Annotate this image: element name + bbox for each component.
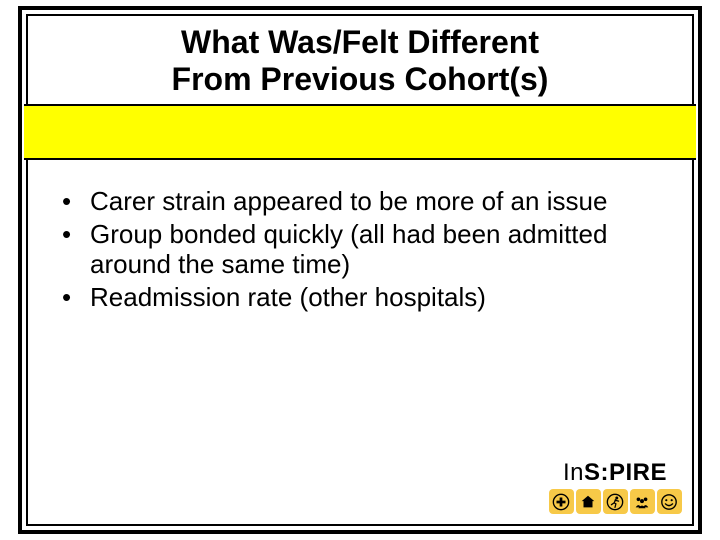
logo-text: InS:PIRE <box>546 459 684 489</box>
highlight-band <box>24 104 696 160</box>
list-item: Group bonded quickly (all had been admit… <box>62 219 662 280</box>
smiley-face-icon <box>657 489 682 514</box>
medical-cross-icon <box>549 489 574 514</box>
outer-frame: What Was/Felt Different From Previous Co… <box>18 6 702 534</box>
bullet-list: Carer strain appeared to be more of an i… <box>62 186 662 315</box>
list-item: Carer strain appeared to be more of an i… <box>62 186 662 217</box>
title-line-2: From Previous Cohort(s) <box>172 61 549 97</box>
logo-icon-row <box>546 489 684 514</box>
inner-frame: What Was/Felt Different From Previous Co… <box>26 14 694 526</box>
home-icon <box>576 489 601 514</box>
logo-prefix: In <box>563 459 584 486</box>
bullet-text: Carer strain appeared to be more of an i… <box>90 186 607 216</box>
list-item: Readmission rate (other hospitals) <box>62 282 662 313</box>
logo: InS:PIRE <box>546 459 684 514</box>
slide-title: What Was/Felt Different From Previous Co… <box>28 16 692 102</box>
bullet-text: Group bonded quickly (all had been admit… <box>90 219 607 280</box>
people-group-icon <box>630 489 655 514</box>
running-person-icon <box>603 489 628 514</box>
logo-suffix: S:PIRE <box>584 459 667 486</box>
bullet-text: Readmission rate (other hospitals) <box>90 282 486 312</box>
title-line-1: What Was/Felt Different <box>181 24 539 60</box>
